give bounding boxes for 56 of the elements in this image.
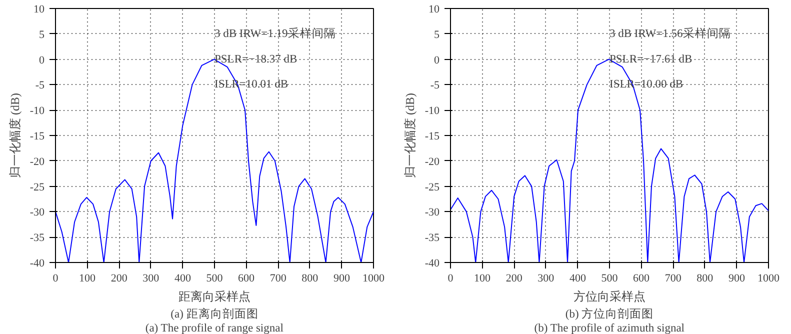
y-tick-label: -15 (30, 130, 45, 142)
x-tick-label: 400 (174, 272, 192, 284)
y-tick-label: -40 (30, 258, 45, 270)
y-axis-title: 归一化幅度 (dB) (402, 93, 417, 178)
y-tick-label: -5 (430, 80, 440, 92)
text: (b) 方位向剖面图 (565, 306, 654, 320)
x-tick-label: 600 (238, 272, 256, 284)
x-tick-label: 800 (302, 272, 319, 284)
x-tick-label: 1000 (362, 272, 385, 284)
annotation: PSLR=−18.37 dB (214, 53, 298, 66)
y-tick-label: -30 (30, 206, 45, 219)
y-tick-label: 10 (34, 4, 45, 16)
x-tick-label: 600 (633, 272, 650, 284)
y-tick-label: -20 (30, 156, 45, 168)
y-tick-label: -10 (424, 105, 440, 118)
text: (b) The profile of azimuth signal (534, 322, 684, 334)
y-tick-label: 5 (39, 28, 45, 41)
y-tick-label: -5 (35, 80, 45, 92)
x-tick-label: 100 (79, 272, 96, 284)
y-tick-label: -35 (424, 232, 440, 244)
x-tick-label: 500 (206, 272, 224, 284)
x-tick-label: 100 (474, 272, 492, 284)
x-tick-label: 1000 (758, 272, 780, 284)
x-tick-label: 400 (569, 272, 586, 284)
y-tick-label: 10 (428, 4, 440, 16)
x-tick-label: 700 (270, 272, 287, 284)
x-tick-label: 300 (142, 272, 160, 284)
y-tick-label: 0 (39, 54, 45, 66)
x-tick-label: 200 (110, 272, 128, 284)
x-tick-label: 0 (52, 272, 59, 284)
x-axis-title: 距离向采样点 (178, 290, 250, 304)
text: (a) 距离向剖面图 (170, 306, 258, 320)
y-tick-label: 5 (434, 28, 440, 41)
y-tick-label: -20 (424, 156, 440, 168)
y-tick-label: -10 (30, 105, 45, 118)
x-tick-label: 900 (728, 272, 746, 284)
y-axis-title: 归一化幅度 (dB) (8, 93, 22, 178)
y-tick-label: -40 (424, 258, 440, 270)
x-tick-label: 500 (601, 272, 618, 284)
annotation: PSLR=−17.61 dB (610, 53, 692, 66)
annotation: 3 dB IRW=1.56采样间隔 (610, 26, 731, 40)
annotation: 3 dB IRW=1.19采样间隔 (214, 26, 336, 40)
x-tick-label: 700 (664, 272, 682, 284)
x-axis-title: 方位向采样点 (574, 290, 646, 304)
y-tick-label: -30 (424, 206, 440, 219)
y-tick-label: 0 (434, 54, 440, 66)
x-tick-label: 0 (448, 272, 454, 284)
y-tick-label: -25 (424, 181, 440, 194)
y-tick-label: -35 (30, 232, 45, 244)
y-tick-label: -15 (424, 130, 440, 142)
y-tick-label: -25 (30, 181, 45, 194)
x-tick-label: 900 (333, 272, 350, 284)
x-tick-label: 800 (696, 272, 714, 284)
x-tick-label: 300 (538, 272, 555, 284)
text: (a) The profile of range signal (145, 322, 284, 334)
x-tick-label: 200 (506, 272, 523, 284)
